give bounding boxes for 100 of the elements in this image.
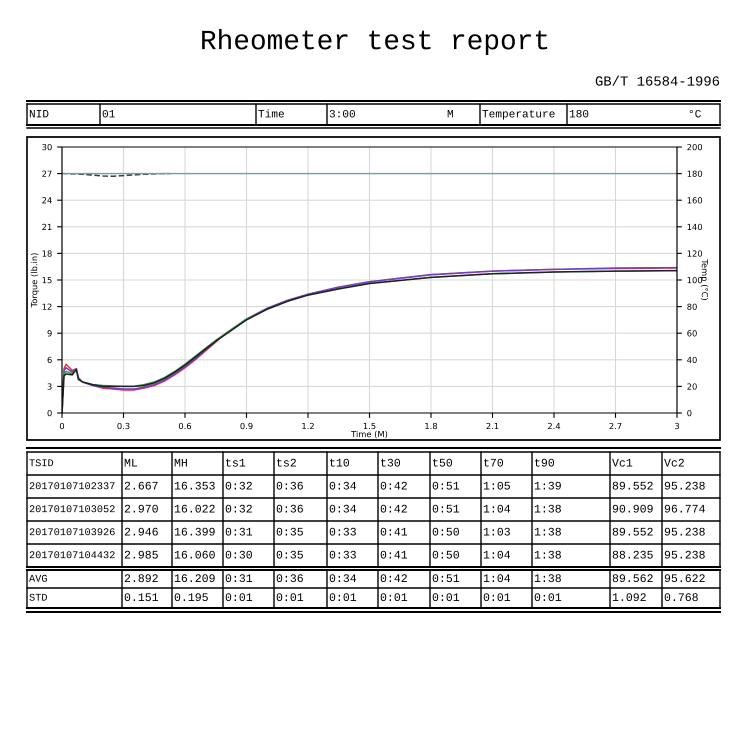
y2-tick-label: 20 xyxy=(687,383,697,390)
text: GB/T 16584-1996 xyxy=(596,76,720,86)
y-axis-title: Torque (lb.in) xyxy=(30,253,39,308)
text: 1:03 xyxy=(484,528,510,536)
text: 0:42 xyxy=(380,504,407,513)
x-tick-label: 2.4 xyxy=(548,422,560,430)
text: 1:39 xyxy=(534,482,561,490)
x-tick-label: 0.3 xyxy=(117,422,130,430)
text: 16.353 xyxy=(174,482,215,490)
text: Vc1 xyxy=(612,458,632,467)
text: 0:31 xyxy=(226,528,252,536)
y-tick-label: 27 xyxy=(42,170,52,177)
text: 1:38 xyxy=(534,550,561,559)
text: 0:51 xyxy=(432,574,460,582)
text: M xyxy=(448,110,453,118)
text: 95.238 xyxy=(664,482,705,490)
y2-tick-label: 200 xyxy=(687,144,702,150)
text: 0:41 xyxy=(380,550,408,559)
y-tick-label: 24 xyxy=(42,197,52,204)
text: 20170107104432 xyxy=(30,551,115,558)
text: 180 xyxy=(570,110,588,118)
text: 16.060 xyxy=(174,550,215,559)
text: 0:01 xyxy=(330,593,356,602)
x-tick-label: 2.1 xyxy=(486,422,498,430)
text: 2.892 xyxy=(124,574,158,582)
y2-tick-label: 140 xyxy=(688,224,702,230)
chart-title: Rheometer test report xyxy=(202,29,548,55)
text: 0:51 xyxy=(432,504,460,513)
text: 2.667 xyxy=(124,482,158,490)
text: Time xyxy=(258,109,284,118)
y-tick-label: 30 xyxy=(42,144,52,150)
text: 16.399 xyxy=(174,528,215,536)
text: t50 xyxy=(433,458,452,467)
y2-tick-label: 40 xyxy=(687,356,697,364)
text: 1:05 xyxy=(484,482,510,490)
text: 0:36 xyxy=(276,574,303,582)
text: Temperature xyxy=(482,110,555,120)
text: t30 xyxy=(381,458,400,467)
text: 0:50 xyxy=(432,528,459,536)
text: 0:01 xyxy=(276,593,304,602)
text: 20170107102337 xyxy=(30,482,115,490)
x-axis-title: Time (M) xyxy=(351,430,388,438)
text: 0:31 xyxy=(226,574,252,582)
text: °C xyxy=(690,110,701,118)
x-tick-label: 1.5 xyxy=(364,422,376,430)
x-tick-label: 3 xyxy=(674,422,679,430)
text: 0.768 xyxy=(664,593,698,602)
text: 1:38 xyxy=(534,528,561,536)
text: 0:41 xyxy=(380,528,408,536)
text: 1:04 xyxy=(484,574,510,582)
text: 0.151 xyxy=(124,593,158,602)
y2-tick-label: 80 xyxy=(687,304,697,310)
x-tick-label: 0.9 xyxy=(240,422,253,430)
text: 16.022 xyxy=(174,504,215,513)
text: 0:35 xyxy=(276,528,303,536)
text: 95.622 xyxy=(664,574,705,582)
x-tick-label: 2.7 xyxy=(609,422,622,430)
text: 1.092 xyxy=(612,593,646,602)
y-tick-label: 3 xyxy=(48,383,52,390)
text: 0:01 xyxy=(534,593,562,602)
text: 20170107103052 xyxy=(30,505,115,512)
text: 0:01 xyxy=(432,593,460,602)
y-tick-label: 21 xyxy=(42,224,52,230)
text: 1:38 xyxy=(534,504,561,513)
text: 2.985 xyxy=(124,550,158,559)
text: 16.209 xyxy=(174,574,215,582)
text: 0:50 xyxy=(432,550,459,559)
text: 0:36 xyxy=(276,504,303,513)
text: 0:32 xyxy=(226,504,252,513)
text: 0:30 xyxy=(226,550,252,559)
text: 0:01 xyxy=(226,593,252,602)
text: 90.909 xyxy=(612,504,653,513)
text: 95.238 xyxy=(664,528,705,536)
text: AVG xyxy=(29,574,47,582)
text: t90 xyxy=(535,458,554,467)
y-tick-label: 12 xyxy=(42,304,52,310)
y2-axis-title: Temp (°C) xyxy=(700,259,708,300)
text: 20170107103926 xyxy=(30,528,115,536)
y2-tick-label: 0 xyxy=(687,410,692,416)
text: 89.552 xyxy=(612,528,653,536)
text: 2.946 xyxy=(124,528,158,536)
text: 96.774 xyxy=(664,504,705,513)
text: NID xyxy=(30,110,48,118)
text: 0:34 xyxy=(330,574,356,582)
text: ML xyxy=(124,458,138,466)
text: STD xyxy=(29,594,47,601)
text: ts1 xyxy=(226,458,246,467)
text: 1:04 xyxy=(484,504,510,513)
y-tick-label: 18 xyxy=(42,250,52,257)
text: 0:32 xyxy=(226,482,252,490)
text: 0:36 xyxy=(276,482,303,490)
y2-tick-label: 180 xyxy=(688,170,702,177)
x-tick-label: 1.8 xyxy=(425,422,438,430)
x-tick-label: 0.6 xyxy=(178,422,192,430)
text: 2.970 xyxy=(124,504,158,513)
y-tick-label: 0 xyxy=(48,410,52,416)
text: 0:33 xyxy=(330,550,356,559)
text: 0.195 xyxy=(174,593,208,602)
text: 1:04 xyxy=(484,550,510,559)
text: 0:01 xyxy=(484,593,510,602)
